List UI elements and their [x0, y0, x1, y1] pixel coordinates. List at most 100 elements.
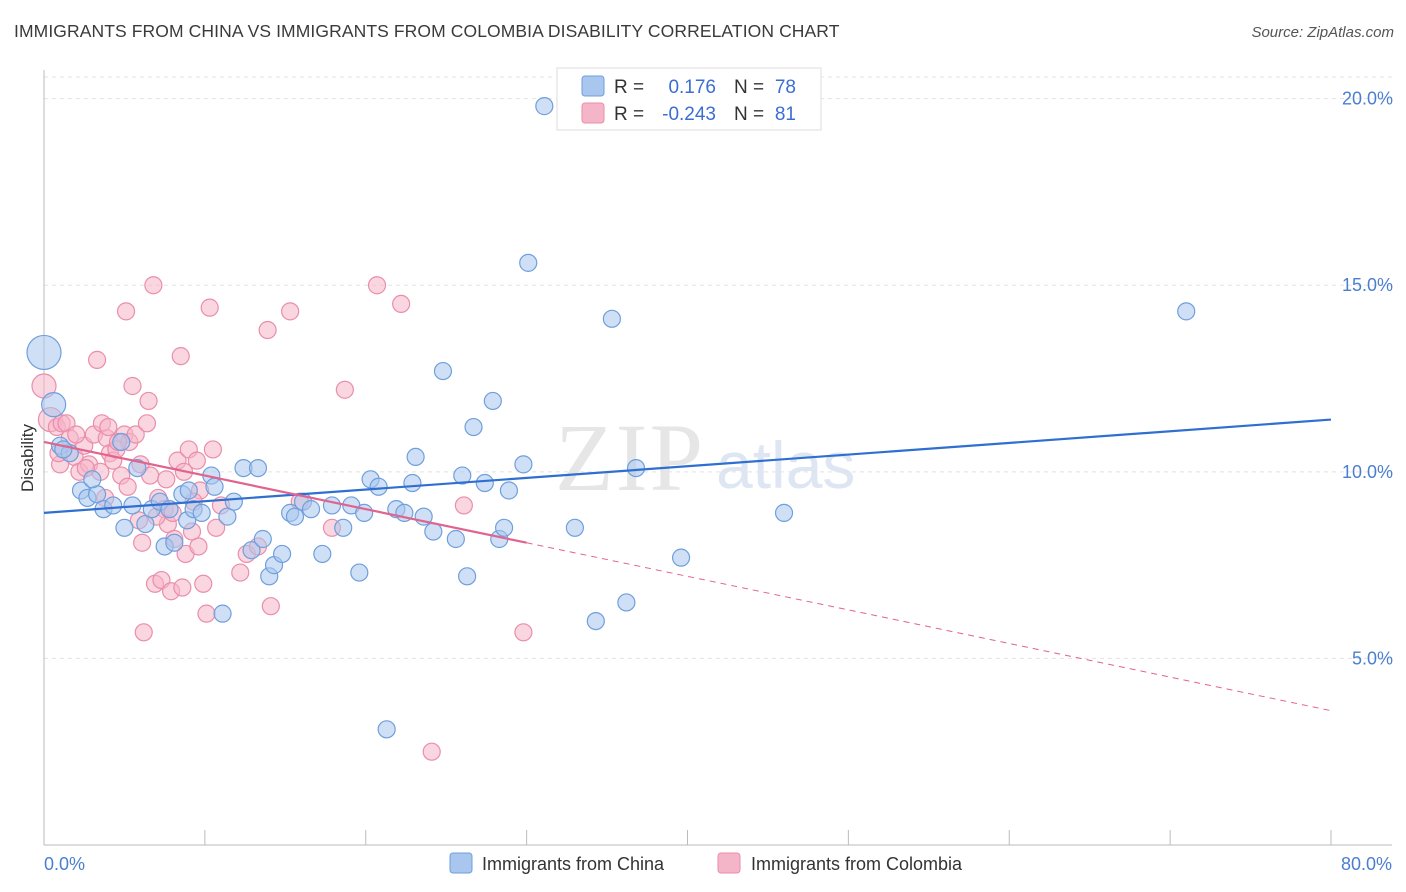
- legend-china-r-label: R =: [614, 77, 644, 98]
- china-point: [54, 440, 73, 459]
- china-point: [377, 720, 396, 739]
- colombia-point: [514, 623, 533, 642]
- china-point: [495, 518, 514, 537]
- legend-china-swatch: [581, 75, 605, 97]
- watermark: ZIP atlas: [555, 404, 855, 511]
- bottom-legend-colombia-label: Immigrants from Colombia: [751, 854, 963, 874]
- colombia-point: [67, 425, 86, 444]
- legend-colombia-n-label: N =: [734, 104, 764, 125]
- colombia-point: [203, 440, 223, 459]
- china-point: [242, 541, 261, 560]
- colombia-point: [123, 376, 142, 396]
- stats-legend: R = 0.176 N = 78 R = -0.243 N = 81: [556, 67, 822, 131]
- x-tick-marks: [204, 830, 1332, 845]
- colombia-point: [367, 276, 387, 295]
- china-points: [26, 97, 1196, 739]
- source-credit: Source: ZipAtlas.com: [1251, 24, 1394, 41]
- china-point: [165, 533, 184, 552]
- colombia-point: [258, 320, 277, 340]
- china-point: [301, 500, 321, 519]
- china-point: [224, 492, 243, 511]
- china-point: [406, 447, 425, 467]
- china-point: [602, 309, 621, 328]
- legend-colombia-r-label: R =: [614, 104, 644, 125]
- china-point: [112, 432, 131, 452]
- series-legend: Immigrants from China Immigrants from Co…: [449, 852, 963, 874]
- colombia-point: [187, 451, 206, 470]
- china-point: [205, 477, 224, 496]
- colombia-point: [200, 298, 219, 317]
- colombia-point: [99, 417, 118, 437]
- china-point: [285, 507, 305, 526]
- china-point: [535, 97, 554, 116]
- china-point: [464, 417, 483, 437]
- colombia-point: [133, 533, 152, 552]
- china-point: [253, 529, 272, 549]
- china-point: [369, 477, 388, 496]
- y-tick-label-10: 10.0%: [1342, 462, 1393, 482]
- china-point: [313, 544, 332, 564]
- colombia-trendline: [43, 440, 527, 544]
- china-point: [458, 567, 477, 586]
- colombia-point: [207, 518, 226, 537]
- china-point: [179, 481, 198, 500]
- legend-china-r-value: 0.176: [668, 77, 716, 98]
- x-tick-label-max: 80.0%: [1341, 854, 1392, 874]
- legend-colombia-swatch: [581, 102, 605, 124]
- china-point: [104, 496, 123, 515]
- colombia-point: [173, 578, 192, 597]
- colombia-point: [189, 537, 208, 556]
- china-point: [115, 518, 134, 537]
- colombia-point: [422, 742, 441, 761]
- china-point: [617, 593, 636, 612]
- y-tick-labels: 5.0% 10.0% 15.0% 20.0%: [1342, 89, 1393, 669]
- colombia-point: [144, 276, 163, 295]
- china-point: [26, 334, 62, 371]
- china-point: [128, 458, 147, 478]
- china-point: [403, 473, 422, 493]
- china-point: [586, 611, 605, 631]
- colombia-points: [31, 276, 533, 761]
- colombia-point: [137, 414, 157, 433]
- china-trendline: [43, 418, 1332, 514]
- colombia-point: [194, 574, 213, 593]
- y-tick-label-5: 5.0%: [1352, 648, 1393, 668]
- legend-colombia-r-value: -0.243: [662, 104, 716, 125]
- colombia-point: [126, 425, 145, 444]
- china-point: [499, 481, 519, 500]
- colombia-point: [281, 302, 300, 321]
- legend-china-n-label: N =: [734, 77, 764, 98]
- bottom-legend-china-swatch: [449, 852, 473, 874]
- china-point: [514, 455, 533, 474]
- colombia-point: [139, 391, 158, 411]
- china-point: [483, 391, 502, 411]
- china-point: [248, 458, 268, 478]
- colombia-trendline-extension: [526, 542, 1332, 712]
- y-axis-label: Disability: [18, 423, 37, 492]
- china-point: [334, 518, 353, 537]
- colombia-point: [261, 597, 280, 616]
- bottom-legend-china-label: Immigrants from China: [482, 854, 665, 874]
- y-tick-label-20: 20.0%: [1342, 89, 1393, 109]
- china-point: [565, 518, 584, 537]
- chart-title: IMMIGRANTS FROM CHINA VS IMMIGRANTS FROM…: [14, 21, 840, 41]
- china-point: [272, 544, 292, 564]
- china-point: [446, 529, 465, 549]
- colombia-point: [171, 347, 190, 366]
- legend-colombia-n-value: 81: [775, 104, 796, 125]
- china-point: [192, 503, 211, 522]
- watermark-atlas: atlas: [716, 428, 855, 502]
- colombia-point: [134, 623, 153, 642]
- colombia-point: [87, 350, 107, 369]
- legend-china-n-value: 78: [775, 77, 796, 98]
- colombia-point: [392, 294, 411, 314]
- colombia-point: [197, 604, 216, 623]
- colombia-point: [335, 380, 354, 399]
- watermark-zip: ZIP: [555, 404, 705, 511]
- x-tick-label-min: 0.0%: [44, 854, 85, 874]
- colombia-point: [454, 496, 473, 515]
- china-point: [433, 361, 453, 381]
- china-point: [83, 470, 102, 489]
- china-point: [475, 473, 494, 493]
